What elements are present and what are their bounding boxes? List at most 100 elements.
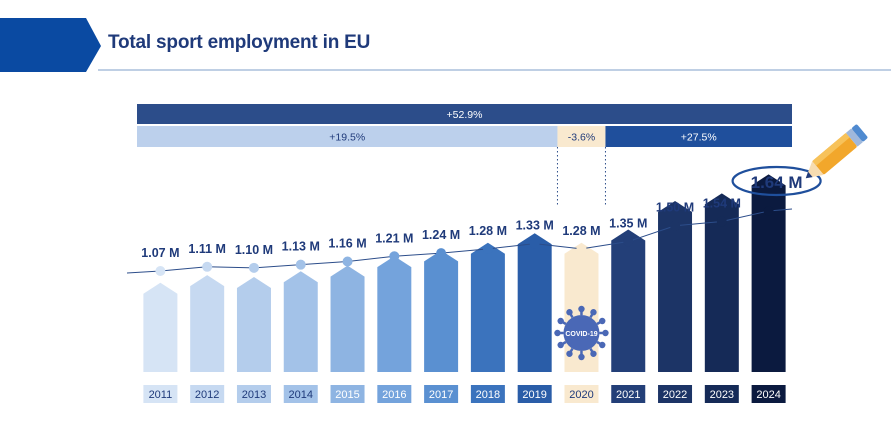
year-box <box>751 385 786 403</box>
virus-spike-tip <box>566 350 573 357</box>
trend-dot <box>389 251 400 262</box>
trend-dot <box>716 216 727 227</box>
growth-band <box>557 126 606 147</box>
trend-dot <box>342 256 353 267</box>
covid-label: COVID-19 <box>565 331 597 338</box>
header-accent-shape <box>0 18 101 72</box>
year-label: 2012 <box>195 389 219 401</box>
year-label: 2014 <box>289 389 313 401</box>
bar-2011 <box>143 282 178 372</box>
virus-spike-tip <box>578 305 585 313</box>
pencil-body <box>813 133 857 175</box>
year-box <box>704 385 739 403</box>
covid-virus-icon: COVID-19 <box>554 305 609 361</box>
virus-spike-tip <box>557 317 564 325</box>
bar-2016 <box>377 256 412 372</box>
pencil-tip-lead <box>805 171 813 179</box>
highlight-value-label: 1.64 M <box>751 173 803 192</box>
year-box <box>377 385 412 403</box>
trend-line: 1.07 M 1.11 M 1.10 M 1.13 M 1.16 M 1.21 M 1.24… <box>126 165 822 276</box>
trend-dot <box>248 262 259 273</box>
pencil-tip-wood <box>805 161 824 179</box>
year-box <box>143 385 178 403</box>
year-label: 2018 <box>476 389 500 401</box>
bar-2024 <box>751 174 786 372</box>
year-labels: 2011 2012 2013 2014 2015 2016 2017 2018 2019 2020… <box>143 385 786 403</box>
covid-period-lines <box>556 147 606 205</box>
growth-band <box>137 104 792 124</box>
value-label: 1.11 M <box>188 242 226 256</box>
year-label: 2023 <box>710 389 734 401</box>
trend-dot <box>295 259 306 270</box>
value-label: 1.33 M <box>516 219 554 233</box>
value-label: 1.21 M <box>375 231 413 245</box>
trend-dot <box>202 261 213 272</box>
year-label: 2013 <box>242 389 266 401</box>
trend-dot <box>576 243 587 254</box>
virus-spike-tip <box>554 329 561 337</box>
growth-band-label: -3.6% <box>568 132 595 144</box>
year-box <box>283 385 318 403</box>
year-label: 2011 <box>149 389 173 401</box>
bar-2023 <box>704 193 739 372</box>
value-label: 1.28 M <box>562 224 600 238</box>
growth-band <box>137 126 558 147</box>
value-label: 1.13 M <box>282 240 320 254</box>
value-label: 1.10 M <box>235 243 273 257</box>
trend-dot <box>763 206 774 216</box>
virus-body <box>563 315 600 351</box>
growth-band-label: +27.5% <box>681 132 717 144</box>
trend-dot <box>529 238 540 249</box>
highlight-ellipse <box>731 165 822 197</box>
value-label: 1.50 M <box>656 201 694 215</box>
bar-2022 <box>658 201 693 372</box>
trend-dot <box>482 243 493 254</box>
bar-2013 <box>236 277 271 372</box>
trend-dot <box>670 220 681 231</box>
year-label: 2019 <box>522 389 546 401</box>
year-label: 2020 <box>569 389 593 401</box>
virus-spike-tip <box>557 341 564 349</box>
virus-spike-tip <box>599 341 606 349</box>
year-label: 2021 <box>616 389 640 401</box>
pencil-icon <box>805 124 868 179</box>
virus-spike-tip <box>590 309 597 316</box>
growth-bands: +52.9% +19.5% -3.6% +27.5% <box>137 104 792 147</box>
page-title: Total sport employment in EU <box>108 32 371 53</box>
trend-dot <box>436 248 447 259</box>
year-box <box>517 385 552 403</box>
year-box <box>658 385 693 403</box>
virus-spike-tip <box>578 353 585 361</box>
value-label: 1.54 M <box>703 197 741 211</box>
bar-2019 <box>517 233 552 372</box>
year-box <box>611 385 646 403</box>
year-box <box>564 385 599 403</box>
value-label: 1.07 M <box>141 246 179 260</box>
year-label: 2015 <box>335 389 359 401</box>
header-bar <box>0 18 891 72</box>
growth-band <box>605 126 792 147</box>
year-box <box>236 385 271 403</box>
trend-polyline <box>126 208 793 274</box>
year-box <box>470 385 505 403</box>
year-label: 2017 <box>429 389 453 401</box>
trend-dot <box>155 266 166 276</box>
growth-band-label: +52.9% <box>447 109 483 121</box>
virus-spike-tip <box>566 309 573 316</box>
year-label: 2024 <box>756 389 780 401</box>
bar-2012 <box>190 275 225 372</box>
value-label: 1.28 M <box>469 224 507 238</box>
bar-2021 <box>611 229 646 372</box>
pencil-highlight <box>812 132 850 166</box>
value-label: 1.24 M <box>422 228 460 242</box>
value-label: 1.16 M <box>328 237 366 251</box>
bar-2017 <box>424 250 459 372</box>
virus-spike-tip <box>599 317 606 325</box>
bar-2018 <box>470 242 505 372</box>
pencil-eraser <box>852 124 868 142</box>
year-box <box>330 385 365 403</box>
year-box <box>424 385 459 403</box>
bar-2014 <box>283 271 318 372</box>
pencil-ferrule <box>845 128 863 147</box>
